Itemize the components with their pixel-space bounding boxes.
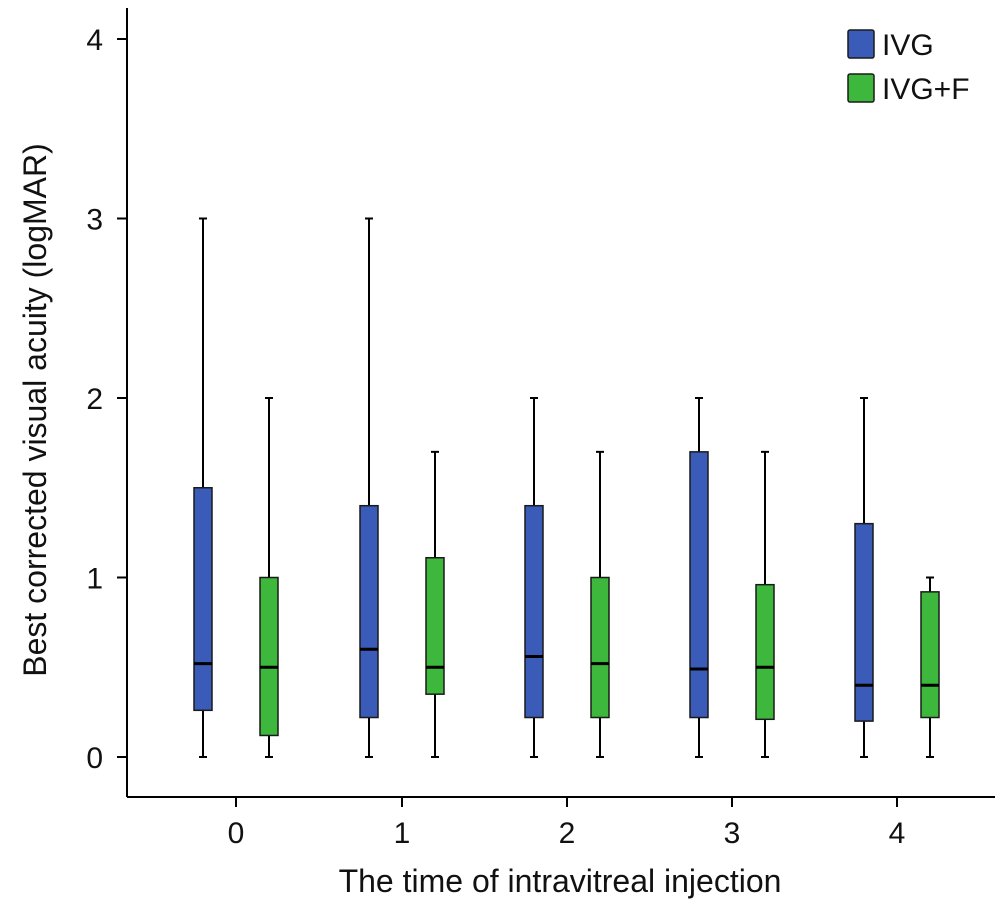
x-tick-label: 2 bbox=[559, 817, 576, 850]
y-tick-label: 1 bbox=[86, 563, 103, 596]
iqr-box bbox=[359, 504, 379, 719]
iqr-box bbox=[425, 557, 445, 695]
y-axis-title: Best corrected visual acuity (logMAR) bbox=[17, 143, 53, 677]
x-tick-label: 0 bbox=[228, 817, 245, 850]
box-ivg-f-4 bbox=[920, 576, 940, 758]
legend-swatch-ivg-f bbox=[847, 73, 875, 103]
legend: IVG IVG+F bbox=[847, 29, 970, 106]
y-tick-label: 2 bbox=[86, 383, 103, 416]
box-ivg-3 bbox=[689, 397, 709, 758]
legend-label-ivg: IVG bbox=[882, 29, 934, 62]
box-ivg-4 bbox=[854, 397, 874, 758]
y-tick-label: 4 bbox=[86, 24, 103, 57]
box-ivg-f-2 bbox=[590, 450, 610, 758]
box-ivg-2 bbox=[524, 397, 544, 758]
box-ivg-0 bbox=[193, 217, 213, 758]
box-ivg-f-1 bbox=[425, 450, 445, 758]
box-ivg-f-3 bbox=[755, 450, 775, 758]
y-tick-label: 0 bbox=[86, 742, 103, 775]
x-axis-title: The time of intravitreal injection bbox=[339, 863, 782, 899]
iqr-box bbox=[689, 451, 709, 719]
iqr-box bbox=[755, 583, 775, 721]
iqr-box bbox=[854, 522, 874, 722]
x-tick-label: 1 bbox=[394, 817, 411, 850]
legend-swatch-ivg bbox=[847, 29, 875, 59]
iqr-box bbox=[920, 591, 940, 719]
iqr-box bbox=[590, 576, 610, 719]
x-tick-label: 3 bbox=[724, 817, 741, 850]
iqr-box bbox=[193, 487, 213, 712]
axes: 0 1 2 3 4 0 1 2 3 4 bbox=[86, 8, 995, 850]
box-ivg-f-0 bbox=[259, 397, 279, 758]
plot-area bbox=[193, 217, 940, 758]
legend-label-ivg-f: IVG+F bbox=[882, 73, 970, 106]
y-tick-label: 3 bbox=[86, 204, 103, 237]
iqr-box bbox=[259, 576, 279, 737]
x-tick-label: 4 bbox=[889, 817, 906, 850]
iqr-box bbox=[524, 504, 544, 719]
box-ivg-1 bbox=[359, 217, 379, 758]
